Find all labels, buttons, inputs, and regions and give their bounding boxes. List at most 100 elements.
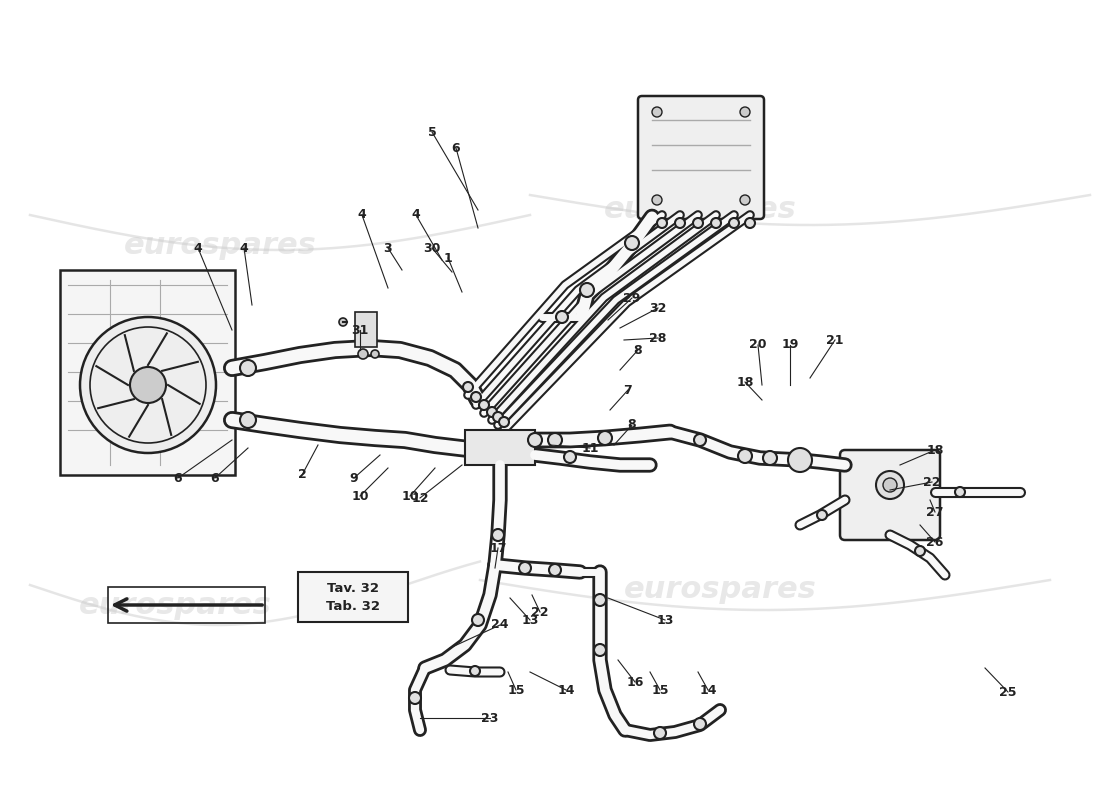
Circle shape bbox=[729, 218, 739, 228]
Circle shape bbox=[594, 644, 606, 656]
Text: 32: 32 bbox=[649, 302, 667, 314]
Circle shape bbox=[763, 451, 777, 465]
FancyBboxPatch shape bbox=[298, 572, 408, 622]
Text: 31: 31 bbox=[351, 323, 369, 337]
Circle shape bbox=[652, 107, 662, 117]
Text: 29: 29 bbox=[624, 291, 640, 305]
Circle shape bbox=[657, 218, 667, 228]
Circle shape bbox=[478, 400, 490, 410]
Circle shape bbox=[598, 431, 612, 445]
Circle shape bbox=[745, 218, 755, 228]
Text: 13: 13 bbox=[657, 614, 673, 626]
Bar bbox=[60, 270, 235, 475]
Text: 16: 16 bbox=[626, 675, 644, 689]
Text: 14: 14 bbox=[700, 683, 717, 697]
Text: 3: 3 bbox=[384, 242, 393, 254]
Text: 19: 19 bbox=[781, 338, 799, 351]
Circle shape bbox=[472, 614, 484, 626]
Circle shape bbox=[487, 407, 497, 417]
Text: 26: 26 bbox=[926, 535, 944, 549]
Text: 10: 10 bbox=[402, 490, 419, 502]
Bar bbox=[108, 587, 265, 623]
Text: 22: 22 bbox=[531, 606, 549, 618]
Circle shape bbox=[693, 218, 703, 228]
Circle shape bbox=[548, 433, 562, 447]
FancyBboxPatch shape bbox=[840, 450, 940, 540]
Text: eurospares: eurospares bbox=[78, 590, 272, 619]
Circle shape bbox=[499, 417, 509, 427]
Text: 1: 1 bbox=[443, 251, 452, 265]
Circle shape bbox=[470, 666, 480, 676]
Text: 24: 24 bbox=[492, 618, 508, 631]
Circle shape bbox=[358, 349, 368, 359]
Text: eurospares: eurospares bbox=[604, 195, 796, 225]
Text: 17: 17 bbox=[490, 542, 507, 554]
Bar bbox=[465, 430, 535, 465]
FancyBboxPatch shape bbox=[638, 96, 764, 219]
Circle shape bbox=[492, 529, 504, 541]
Circle shape bbox=[80, 317, 216, 453]
Text: 6: 6 bbox=[174, 471, 183, 485]
Text: 7: 7 bbox=[624, 383, 632, 397]
Text: 15: 15 bbox=[651, 683, 669, 697]
Circle shape bbox=[694, 718, 706, 730]
Text: 18: 18 bbox=[736, 375, 754, 389]
Text: 20: 20 bbox=[749, 338, 767, 351]
Text: 22: 22 bbox=[923, 475, 940, 489]
Circle shape bbox=[817, 510, 827, 520]
Circle shape bbox=[711, 218, 720, 228]
Text: 5: 5 bbox=[428, 126, 437, 138]
Circle shape bbox=[528, 433, 542, 447]
Text: 15: 15 bbox=[507, 683, 525, 697]
Circle shape bbox=[675, 218, 685, 228]
Text: 9: 9 bbox=[350, 471, 359, 485]
Text: 8: 8 bbox=[634, 343, 642, 357]
Text: 28: 28 bbox=[649, 331, 667, 345]
Text: 18: 18 bbox=[926, 443, 944, 457]
Circle shape bbox=[788, 448, 812, 472]
Circle shape bbox=[463, 382, 473, 392]
Text: 27: 27 bbox=[926, 506, 944, 518]
Text: 4: 4 bbox=[194, 242, 202, 254]
Circle shape bbox=[339, 318, 346, 326]
Text: Tab. 32: Tab. 32 bbox=[326, 599, 379, 613]
Circle shape bbox=[580, 283, 594, 297]
Text: 4: 4 bbox=[240, 242, 249, 254]
Text: 8: 8 bbox=[628, 418, 636, 431]
Text: 4: 4 bbox=[411, 209, 420, 222]
Circle shape bbox=[694, 434, 706, 446]
Circle shape bbox=[915, 546, 925, 556]
Circle shape bbox=[876, 471, 904, 499]
Text: 23: 23 bbox=[482, 711, 498, 725]
Circle shape bbox=[519, 562, 531, 574]
Circle shape bbox=[556, 311, 568, 323]
Text: 2: 2 bbox=[298, 469, 307, 482]
Circle shape bbox=[652, 195, 662, 205]
Text: 6: 6 bbox=[452, 142, 460, 154]
Text: 13: 13 bbox=[521, 614, 539, 626]
Circle shape bbox=[409, 692, 421, 704]
Circle shape bbox=[549, 564, 561, 576]
Bar bbox=[355, 312, 377, 347]
Circle shape bbox=[594, 594, 606, 606]
Circle shape bbox=[240, 412, 256, 428]
Circle shape bbox=[240, 360, 256, 376]
Text: 21: 21 bbox=[826, 334, 844, 346]
Circle shape bbox=[130, 367, 166, 403]
Text: 14: 14 bbox=[558, 683, 574, 697]
Circle shape bbox=[625, 236, 639, 250]
Text: 4: 4 bbox=[358, 209, 366, 222]
Text: 10: 10 bbox=[351, 490, 369, 502]
Text: 6: 6 bbox=[211, 471, 219, 485]
Text: 12: 12 bbox=[411, 491, 429, 505]
Circle shape bbox=[654, 727, 666, 739]
Circle shape bbox=[955, 487, 965, 497]
Text: 30: 30 bbox=[424, 242, 441, 254]
Circle shape bbox=[740, 195, 750, 205]
Text: eurospares: eurospares bbox=[624, 575, 816, 605]
Circle shape bbox=[371, 350, 380, 358]
Text: 25: 25 bbox=[999, 686, 1016, 698]
Circle shape bbox=[471, 392, 481, 402]
Circle shape bbox=[791, 453, 805, 467]
Text: eurospares: eurospares bbox=[123, 230, 317, 259]
